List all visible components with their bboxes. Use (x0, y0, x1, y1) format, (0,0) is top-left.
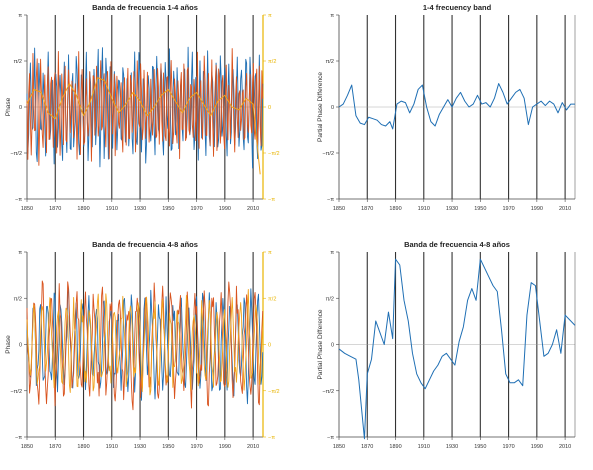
y-tick-label: −π (15, 197, 22, 203)
x-tick-label: 1930 (446, 206, 458, 212)
x-tick-label: 1970 (502, 206, 514, 212)
right-tick-label: 0 (268, 105, 271, 111)
right-tick-label: −π (268, 435, 275, 441)
chart-title: Banda de frecuencia 4-8 años (92, 240, 198, 249)
series-line-red (26, 280, 264, 411)
right-tick-label: π/2 (268, 296, 276, 302)
x-tick-label: 1850 (333, 444, 345, 450)
x-tick-label: 1990 (531, 206, 543, 212)
x-tick-label: 1970 (502, 444, 514, 450)
x-tick-label: 1990 (219, 444, 231, 450)
x-tick-label: 1910 (106, 444, 118, 450)
y-tick-label: −π (15, 435, 22, 441)
y-tick-label: π (330, 13, 334, 19)
x-tick-label: 1930 (446, 444, 458, 450)
x-tick-label: 1890 (389, 206, 401, 212)
y-tick-label: 0 (19, 343, 22, 349)
x-tick-label: 1950 (162, 206, 174, 212)
right-tick-label: 0 (268, 343, 271, 349)
y-tick-label: −π/2 (322, 151, 334, 157)
y-axis-label: Partial Phase Difference (317, 309, 324, 379)
x-tick-label: 1990 (531, 444, 543, 450)
series-line-blue (338, 83, 575, 130)
y-tick-label: 0 (331, 105, 334, 111)
y-tick-label: −π/2 (322, 389, 334, 395)
x-tick-label: 1870 (361, 206, 373, 212)
x-tick-label: 1910 (418, 444, 430, 450)
x-tick-label: 1950 (474, 444, 486, 450)
x-tick-label: 1850 (21, 206, 33, 212)
series-line-blue (338, 258, 576, 440)
series-line-orange (26, 77, 261, 175)
right-tick-label: π (268, 250, 272, 256)
right-tick-label: −π (268, 197, 275, 203)
right-tick-label: π (268, 13, 272, 19)
x-tick-label: 1930 (134, 444, 146, 450)
x-tick-label: 1850 (21, 444, 33, 450)
x-tick-label: 1970 (190, 444, 202, 450)
y-tick-label: π (18, 13, 22, 19)
x-tick-label: 1910 (106, 206, 118, 212)
y-tick-label: −π (327, 435, 334, 441)
series-line-orange (26, 289, 264, 396)
x-tick-label: 1970 (190, 206, 202, 212)
x-tick-label: 1890 (77, 206, 89, 212)
x-tick-label: 2010 (559, 444, 571, 450)
y-axis-label: Phase (5, 335, 12, 354)
right-tick-label: π/2 (268, 59, 276, 65)
y-tick-label: π/2 (326, 59, 334, 65)
x-tick-label: 1950 (162, 444, 174, 450)
right-tick-label: −π/2 (268, 151, 280, 157)
chart-title: Banda de frecuencia 4-8 años (404, 240, 510, 249)
x-tick-label: 1990 (219, 206, 231, 212)
chart-panel: Banda de frecuencia 1-4 años π π/2 0 −π/2 −π π… (5, 3, 280, 212)
x-tick-label: 1870 (49, 444, 61, 450)
y-tick-label: π/2 (326, 296, 334, 302)
y-tick-label: π/2 (14, 59, 22, 65)
x-tick-label: 2010 (247, 206, 259, 212)
x-tick-label: 1870 (49, 206, 61, 212)
y-axis-label: Phase (5, 97, 12, 116)
y-tick-label: 0 (331, 343, 334, 349)
x-tick-label: 1930 (134, 206, 146, 212)
x-tick-label: 1910 (418, 206, 430, 212)
right-tick-label: −π/2 (268, 389, 280, 395)
series-line-red (26, 48, 264, 166)
x-tick-label: 2010 (559, 206, 571, 212)
x-tick-label: 1870 (361, 444, 373, 450)
x-tick-label: 1890 (389, 444, 401, 450)
y-tick-label: −π/2 (10, 389, 22, 395)
chart-panel: Banda de frecuencia 4-8 años π π/2 0 −π/2 −π 1… (317, 240, 576, 450)
x-tick-label: 1850 (333, 206, 345, 212)
y-tick-label: π (330, 250, 334, 256)
chart-panel: 1-4 frecuency band π π/2 0 −π/2 −π 1850 1870 189… (317, 3, 576, 212)
y-tick-label: −π/2 (10, 151, 22, 157)
y-axis-label: Partial Phase Difference (317, 72, 324, 142)
y-tick-label: π/2 (14, 296, 22, 302)
x-tick-label: 2010 (247, 444, 259, 450)
chart-title: 1-4 frecuency band (423, 3, 492, 12)
x-tick-label: 1950 (474, 206, 486, 212)
x-tick-label: 1890 (77, 444, 89, 450)
y-tick-label: 0 (19, 105, 22, 111)
chart-panel: Banda de frecuencia 4-8 años π π/2 0 −π/2 −π π… (5, 240, 280, 450)
chart-title: Banda de frecuencia 1-4 años (92, 3, 198, 12)
y-tick-label: −π (327, 197, 334, 203)
y-tick-label: π (18, 250, 22, 256)
